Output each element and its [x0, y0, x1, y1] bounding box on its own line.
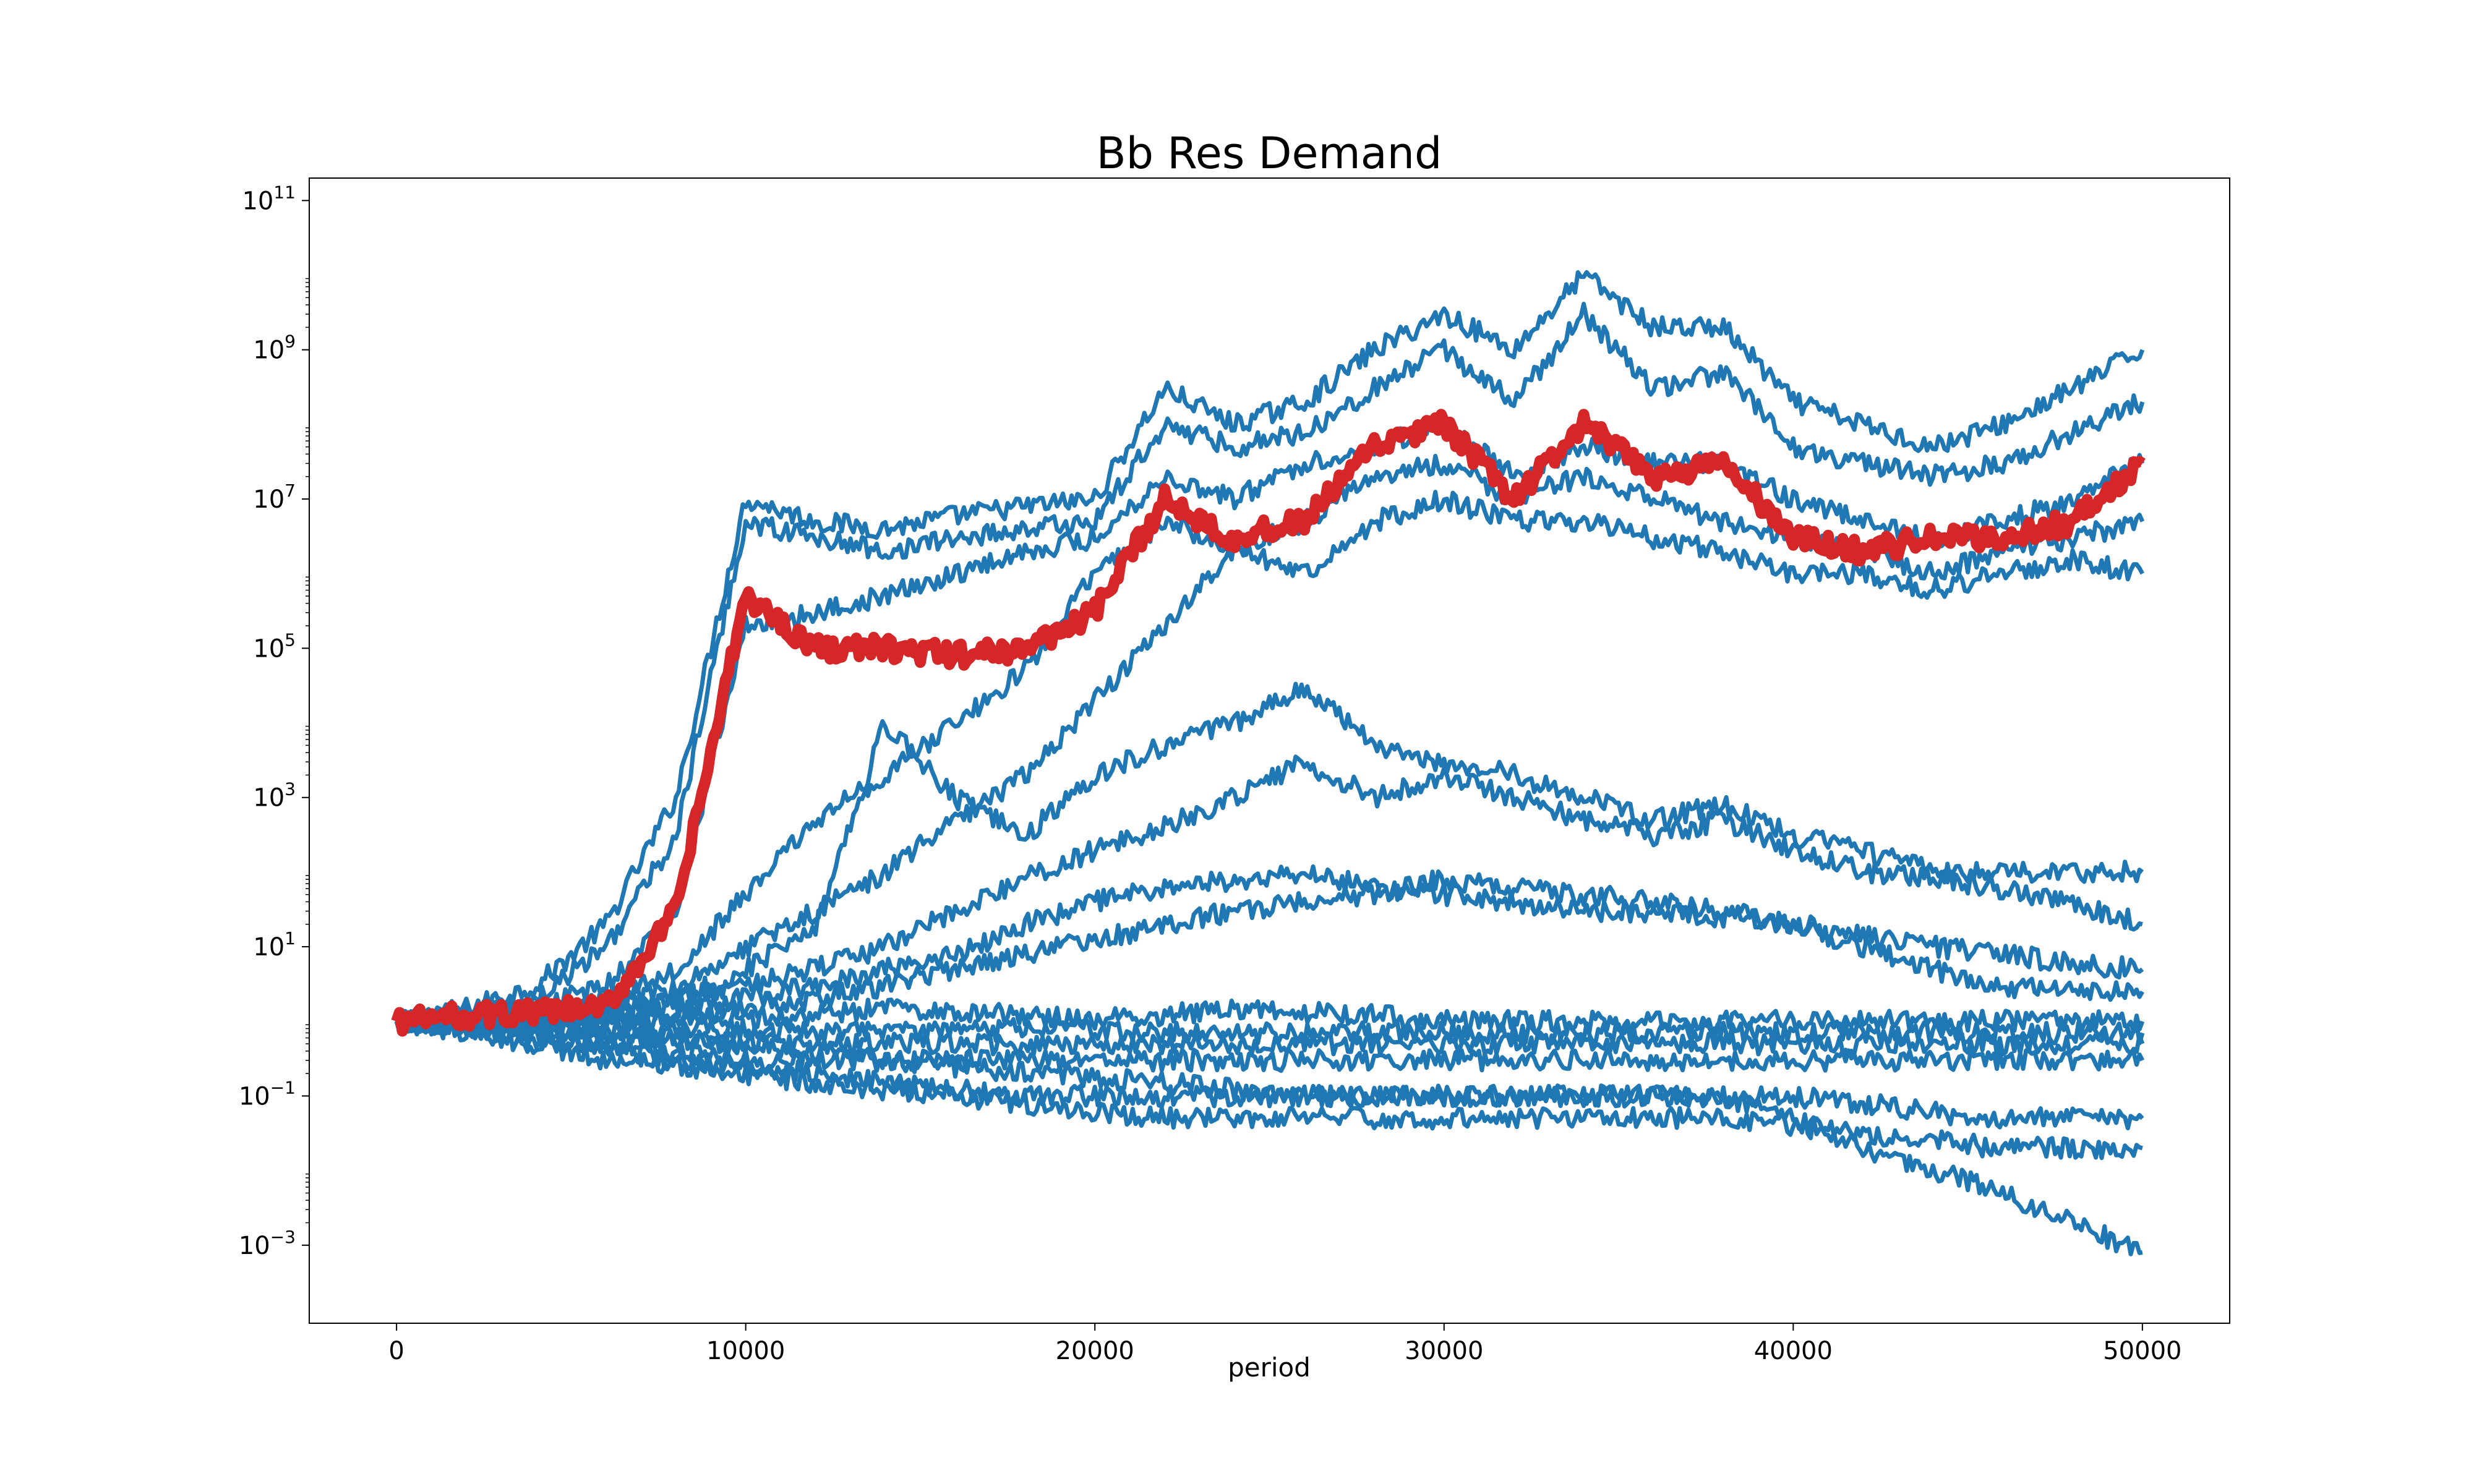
x-tick-label: 40000: [1754, 1337, 1833, 1365]
series-line-6: [394, 681, 2144, 1034]
x-axis: 0 10000 20000 30000 40000 50000: [388, 1323, 2181, 1365]
series-line-16: [394, 1010, 2143, 1256]
series-group: [391, 270, 2146, 1256]
chart-title: Bb Res Demand: [1097, 128, 1442, 179]
y-tick-label: 10−1: [239, 1077, 296, 1111]
plot-frame: [309, 177, 2230, 1324]
series-line-13: [394, 1009, 2145, 1073]
series-line-9: [394, 869, 2144, 1036]
y-axis: 10−3 10−1 101 103 105 107 109 1011: [239, 182, 309, 1260]
series-line-10: [394, 996, 2145, 1034]
x-tick-label: 20000: [1056, 1337, 1134, 1365]
y-tick-label: 107: [253, 480, 296, 514]
series-line-1: [395, 270, 2145, 1028]
y-tick-label: 105: [253, 629, 296, 663]
x-tick-label: 50000: [2103, 1337, 2181, 1365]
x-tick-label: 10000: [706, 1337, 785, 1365]
x-tick-label: 0: [388, 1337, 404, 1365]
x-axis-label: period: [1228, 1352, 1311, 1383]
series-line-11: [394, 1010, 2145, 1046]
y-tick-label: 103: [253, 779, 296, 812]
series-line-7: [394, 754, 2143, 1036]
highlight-series-line: [391, 409, 2146, 1037]
y-tick-label: 10−3: [239, 1227, 296, 1260]
x-tick-label: 30000: [1405, 1337, 1483, 1365]
y-tick-label: 101: [253, 928, 296, 962]
y-tick-label: 109: [253, 331, 296, 365]
series-line-2: [395, 302, 2145, 1030]
y-tick-label: 1011: [242, 182, 296, 215]
